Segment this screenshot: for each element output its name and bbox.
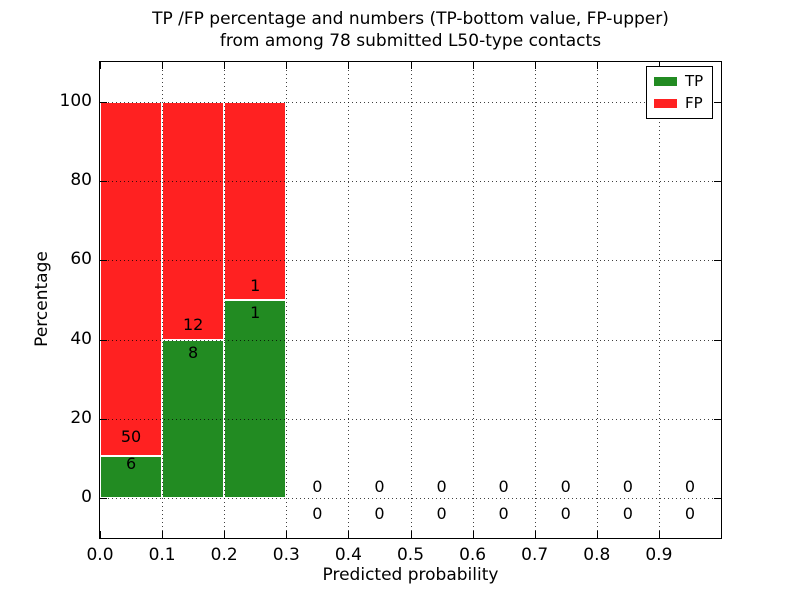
y-tick-label: 60 [70,249,92,270]
y-tick-mark [100,101,107,103]
y-tick-mark [714,181,721,182]
fp-count-label: 0 [684,477,696,497]
plot-area: 50 6 12 8 1 1 0 0 0 0 0 0 0 0 0 0 0 0 0 0 [99,61,722,539]
y-tick-mark [714,498,721,500]
x-tick-mark [162,531,164,538]
x-tick-label: 0.6 [459,545,487,565]
x-tick-mark [286,62,288,69]
chart-title-line1: TP /FP percentage and numbers (TP-bottom… [152,9,669,29]
x-tick-mark [534,531,536,538]
x-axis-label: Predicted probability [322,565,499,585]
tp-count-label: 0 [436,504,447,524]
fp-count-label: 0 [436,477,447,497]
y-tick-mark [714,339,721,341]
y-tick-label: 0 [81,487,92,508]
x-tick-label: 0.4 [334,545,362,565]
y-tick-mark [714,260,721,262]
bar-segment-tp [162,339,225,499]
tp-count-label: 1 [250,303,261,323]
x-tick-mark [596,531,598,538]
y-tick-mark [714,419,721,420]
chart-title: TP /FP percentage and numbers (TP-bottom… [99,8,722,52]
bar-segment-fp [224,101,287,300]
tp-count-label: 0 [312,504,323,524]
x-gridline [658,62,660,538]
legend-label-tp: TP [685,72,704,90]
tp-count-label: 6 [125,453,137,473]
x-tick-label: 0.2 [210,545,238,565]
legend-label-fp: FP [685,94,703,112]
tp-count-label: 8 [188,343,199,363]
x-tick-label: 0.9 [645,545,673,565]
x-gridline [410,62,412,538]
y-tick-label: 40 [70,328,92,349]
x-tick-label: 0.5 [396,545,425,565]
tp-color-swatch [654,77,677,86]
y-tick-mark [100,498,107,500]
y-axis-label: Percentage [32,251,52,347]
legend-item-fp: FP [654,96,706,111]
x-tick-mark [472,62,474,69]
bar-segment-fp [162,101,225,340]
y-tick-label: 80 [70,170,92,190]
bar-segment-tp [224,300,287,499]
tp-count-label: 0 [374,504,385,524]
x-gridline [534,62,536,538]
x-tick-label: 0.3 [272,545,300,565]
x-tick-mark [286,531,288,538]
x-tick-label: 0.0 [86,545,114,565]
y-tick-mark [100,181,107,182]
x-gridline [224,62,226,538]
x-gridline [348,62,350,538]
legend: TP FP [646,66,713,119]
x-gridline [286,62,288,538]
x-tick-mark [348,531,350,538]
fp-count-label: 50 [120,426,142,446]
fp-count-label: 1 [250,275,261,295]
y-tick-mark [100,339,107,341]
x-tick-mark [658,531,660,538]
x-tick-mark [472,531,474,538]
fp-count-label: 0 [560,477,571,497]
fp-count-label: 0 [374,477,385,497]
x-tick-mark [348,62,350,69]
x-tick-mark [534,62,536,69]
x-tick-label: 0.8 [583,545,611,565]
x-gridline [472,62,474,538]
tp-count-label: 0 [560,504,571,524]
fp-count-label: 12 [182,315,204,335]
y-tick-mark [100,260,107,262]
y-tick-label: 100 [59,90,92,111]
tp-count-label: 0 [498,504,509,524]
x-tick-mark [224,531,226,538]
fp-count-label: 0 [312,477,323,497]
x-tick-mark [596,62,598,69]
chart-title-line2: from among 78 submitted L50-type contact… [219,31,602,51]
fp-count-label: 0 [498,477,509,497]
x-tick-mark [410,531,412,538]
tp-count-label: 0 [622,504,633,524]
bar-segment-fp [100,101,163,456]
y-tick-mark [100,419,107,420]
x-tick-mark [224,62,226,69]
x-tick-mark [162,62,164,69]
x-gridline [162,62,164,538]
x-tick-mark [410,62,412,69]
y-tick-mark [714,101,721,103]
x-tick-mark [100,531,101,538]
fp-color-swatch [654,99,677,108]
x-tick-label: 0.1 [148,545,176,565]
x-tick-mark [100,62,101,69]
x-tick-label: 0.7 [521,545,549,565]
y-tick-label: 20 [70,408,92,428]
tp-count-label: 0 [684,504,696,524]
x-tick-mark [658,62,660,69]
x-gridline [596,62,598,538]
bar-segment-tp [100,455,163,499]
fp-count-label: 0 [622,477,633,497]
legend-item-tp: TP [654,74,706,89]
